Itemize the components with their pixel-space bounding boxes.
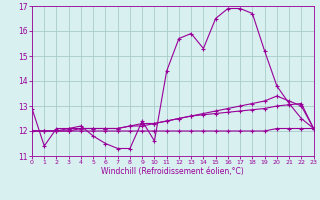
X-axis label: Windchill (Refroidissement éolien,°C): Windchill (Refroidissement éolien,°C) [101,167,244,176]
